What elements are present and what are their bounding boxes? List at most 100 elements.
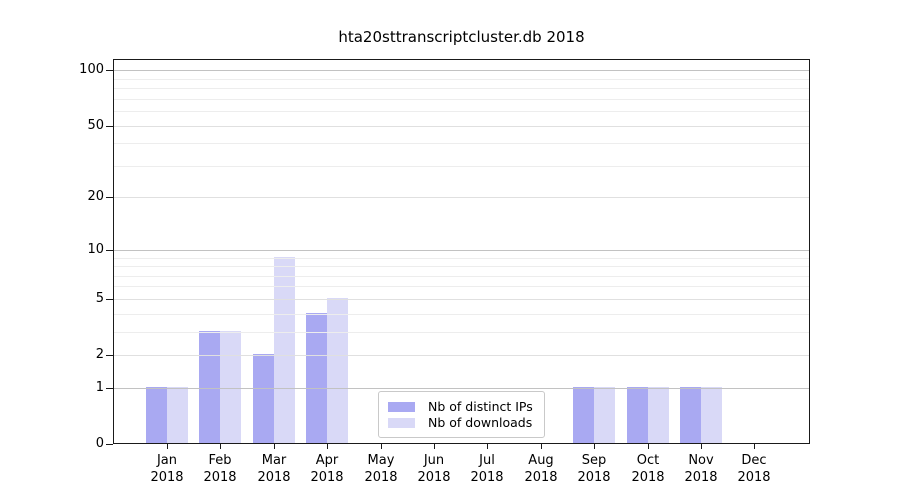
x-tick-label-jul: Jul 2018	[457, 452, 517, 486]
x-tick-month: Jan	[156, 453, 178, 468]
x-tick-year: 2018	[631, 470, 665, 485]
gridline-90	[114, 79, 809, 80]
grid-layer	[114, 60, 809, 443]
x-tick-year: 2018	[417, 470, 451, 485]
x-tick-month: Jul	[479, 453, 495, 468]
x-tick-jun	[434, 444, 435, 449]
legend-label-downloads: Nb of downloads	[428, 415, 533, 430]
x-tick-sep	[594, 444, 595, 449]
x-tick-label-feb: Feb 2018	[190, 452, 250, 486]
y-tick-label-100: 100	[79, 62, 104, 77]
bars-layer	[114, 60, 809, 443]
gridline-6	[114, 286, 809, 287]
x-tick-year: 2018	[257, 470, 291, 485]
x-tick-label-jun: Jun 2018	[404, 452, 464, 486]
gridline-9	[114, 258, 809, 259]
x-tick-month: Mar	[261, 453, 287, 468]
chart-title: hta20sttranscriptcluster.db 2018	[338, 28, 585, 46]
x-tick-year: 2018	[524, 470, 558, 485]
x-tick-month: May	[367, 453, 395, 468]
x-tick-month: Sep	[581, 453, 607, 468]
x-tick-nov	[701, 444, 702, 449]
x-tick-label-apr: Apr 2018	[297, 452, 357, 486]
gridline-20	[114, 197, 809, 198]
y-tick-2	[106, 355, 113, 356]
x-tick-month: Nov	[688, 453, 714, 468]
gridline-3	[114, 332, 809, 333]
y-tick-label-50: 50	[87, 118, 104, 133]
gridline-80	[114, 88, 809, 89]
y-tick-label-20: 20	[87, 189, 104, 204]
x-tick-apr	[327, 444, 328, 449]
x-tick-month: Dec	[741, 453, 767, 468]
bar-nb-of-downloads-jan	[167, 387, 188, 443]
y-tick-50	[106, 126, 113, 127]
plot-area	[113, 59, 810, 444]
x-tick-year: 2018	[203, 470, 237, 485]
bar-nb-of-downloads-apr	[327, 298, 349, 443]
x-tick-year: 2018	[470, 470, 504, 485]
x-tick-year: 2018	[150, 470, 184, 485]
bar-nb-of-distinct-ips-oct	[626, 387, 648, 443]
y-tick-5	[106, 299, 113, 300]
gridline-4	[114, 314, 809, 315]
y-tick-100	[106, 70, 113, 71]
y-tick-0	[106, 444, 113, 445]
gridline-60	[114, 111, 809, 112]
x-tick-jan	[167, 444, 168, 449]
bar-nb-of-downloads-feb	[220, 331, 242, 443]
x-tick-jul	[487, 444, 488, 449]
gridline-5	[114, 299, 809, 300]
bar-nb-of-distinct-ips-sep	[573, 387, 595, 443]
gridline-2	[114, 355, 809, 356]
bar-nb-of-downloads-mar	[273, 257, 295, 443]
x-tick-month: Jun	[423, 453, 445, 468]
x-tick-year: 2018	[684, 470, 718, 485]
y-tick-label-10: 10	[87, 242, 104, 257]
gridline-1	[114, 388, 809, 389]
bar-nb-of-distinct-ips-nov	[680, 387, 701, 443]
gridline-70	[114, 99, 809, 100]
y-tick-1	[106, 388, 113, 389]
legend-item-downloads: Nb of downloads	[388, 415, 533, 430]
x-tick-label-may: May 2018	[351, 452, 411, 486]
x-tick-label-dec: Dec 2018	[724, 452, 784, 486]
x-tick-dec	[754, 444, 755, 449]
y-tick-label-1: 1	[95, 380, 104, 395]
y-tick-label-2: 2	[95, 347, 104, 362]
legend-swatch-downloads	[388, 417, 415, 428]
x-tick-year: 2018	[310, 470, 344, 485]
x-tick-month: Apr	[315, 453, 339, 468]
bar-nb-of-distinct-ips-jan	[146, 387, 167, 443]
y-tick-20	[106, 197, 113, 198]
legend-label-distinct-ips: Nb of distinct IPs	[428, 399, 533, 414]
bar-nb-of-downloads-oct	[647, 387, 669, 443]
x-tick-month: Aug	[528, 453, 554, 468]
gridline-8	[114, 266, 809, 267]
x-tick-label-nov: Nov 2018	[671, 452, 731, 486]
x-tick-month: Oct	[636, 453, 660, 468]
gridline-40	[114, 143, 809, 144]
legend-swatch-distinct-ips	[388, 401, 415, 412]
x-tick-label-aug: Aug 2018	[511, 452, 571, 486]
gridline-50	[114, 126, 809, 127]
bar-nb-of-downloads-sep	[594, 387, 616, 443]
x-tick-label-sep: Sep 2018	[564, 452, 624, 486]
x-tick-may	[381, 444, 382, 449]
gridline-100	[114, 70, 809, 71]
bar-nb-of-distinct-ips-feb	[199, 331, 221, 443]
bar-nb-of-distinct-ips-apr	[306, 313, 328, 443]
y-tick-label-0: 0	[95, 436, 104, 451]
x-tick-aug	[541, 444, 542, 449]
bar-nb-of-downloads-nov	[701, 387, 722, 443]
legend-item-distinct-ips: Nb of distinct IPs	[388, 399, 533, 414]
legend: Nb of distinct IPs Nb of downloads	[378, 391, 545, 438]
gridline-10	[114, 250, 809, 251]
x-tick-year: 2018	[737, 470, 771, 485]
x-tick-month: Feb	[208, 453, 232, 468]
x-tick-label-oct: Oct 2018	[618, 452, 678, 486]
x-tick-year: 2018	[364, 470, 398, 485]
bar-nb-of-distinct-ips-mar	[252, 354, 274, 443]
y-tick-10	[106, 250, 113, 251]
